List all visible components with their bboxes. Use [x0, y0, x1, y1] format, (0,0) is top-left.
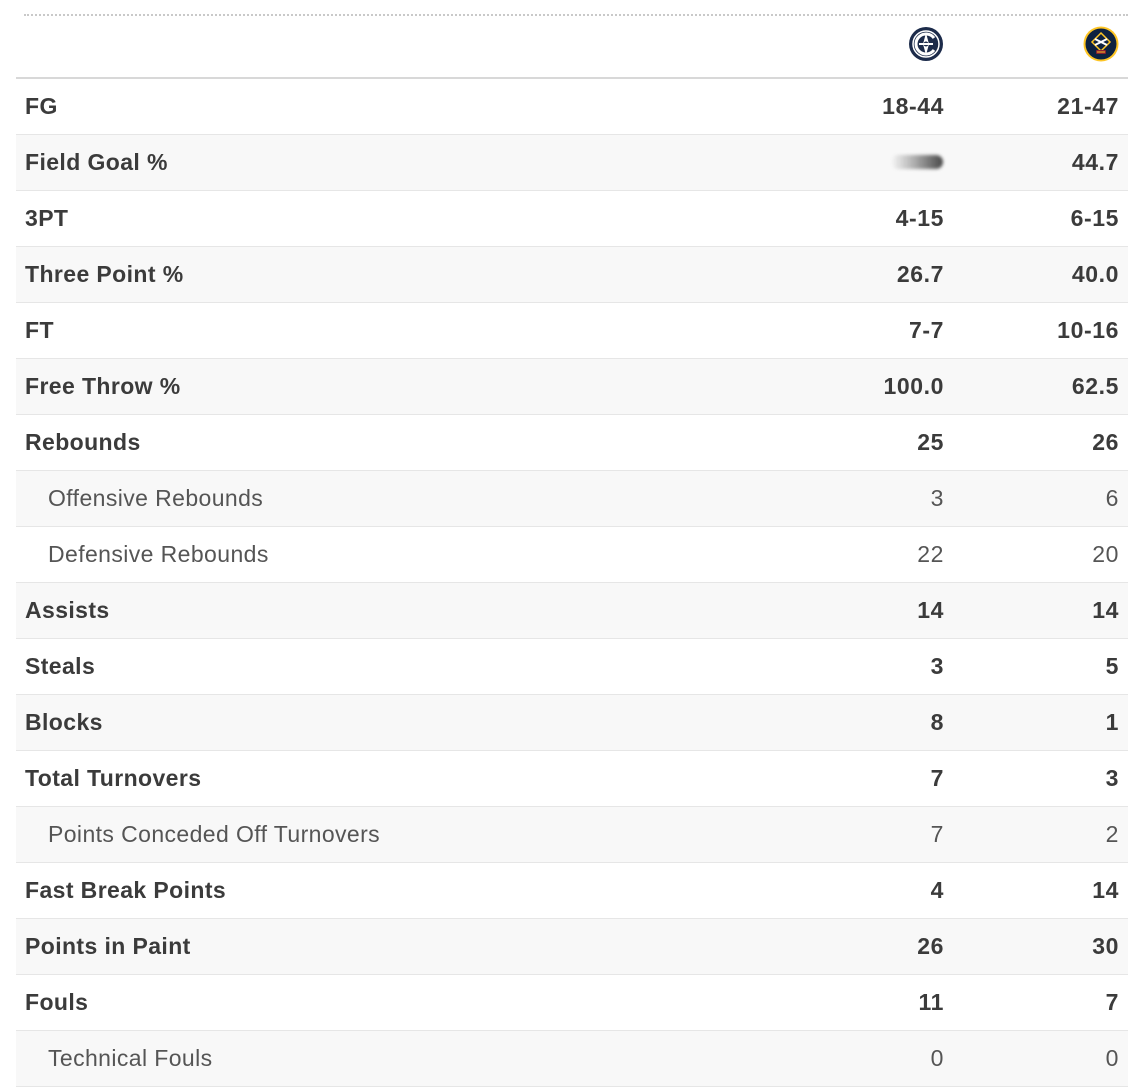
- stat-label: Fouls: [25, 989, 89, 1015]
- away-value: 3: [1105, 765, 1119, 791]
- top-divider: [24, 14, 1128, 16]
- home-value: 7: [930, 821, 944, 847]
- table-row: Free Throw % 100.0 62.5: [16, 359, 1128, 415]
- table-row: 3PT 4-15 6-15: [16, 191, 1128, 247]
- away-value: 7: [1105, 989, 1119, 1015]
- stat-label: FT: [25, 317, 54, 343]
- stat-label: Fast Break Points: [25, 877, 227, 903]
- home-value: 7: [930, 765, 944, 791]
- home-value: 3: [930, 485, 944, 511]
- stat-label: Total Turnovers: [25, 765, 202, 791]
- away-value: 6: [1105, 485, 1119, 511]
- table-header: [16, 16, 1128, 79]
- stat-label: Points Conceded Off Turnovers: [48, 821, 381, 847]
- table-row: Three Point % 26.7 40.0: [16, 247, 1128, 303]
- away-value: 2: [1105, 821, 1119, 847]
- home-value: 26.7: [896, 261, 944, 287]
- table-row: Points in Paint 26 30: [16, 919, 1128, 975]
- obscured-value: [891, 155, 943, 169]
- away-value: 1: [1105, 709, 1119, 735]
- away-value: 30: [1092, 933, 1119, 959]
- table-row: Total Turnovers 7 3: [16, 751, 1128, 807]
- table-row: Assists 14 14: [16, 583, 1128, 639]
- home-value: 8: [930, 709, 944, 735]
- stat-label: Three Point %: [25, 261, 184, 287]
- home-value: 3: [930, 653, 944, 679]
- table-row: FT 7-7 10-16: [16, 303, 1128, 359]
- away-value: 20: [1092, 541, 1119, 567]
- stat-label: Offensive Rebounds: [48, 485, 264, 511]
- stat-label: Steals: [25, 653, 96, 679]
- home-value: 4-15: [895, 205, 944, 231]
- home-value: 26: [917, 933, 944, 959]
- table-row: Points Conceded Off Turnovers 7 2: [16, 807, 1128, 863]
- stat-label: FG: [25, 93, 58, 119]
- table-row: Field Goal % 44.7: [16, 135, 1128, 191]
- home-value: 7-7: [908, 317, 944, 343]
- away-value: 14: [1092, 597, 1119, 623]
- home-value: 14: [917, 597, 944, 623]
- team-logo-navy-compass-icon[interactable]: [908, 26, 944, 62]
- table-row: Rebounds 25 26: [16, 415, 1128, 471]
- away-value: 5: [1105, 653, 1119, 679]
- home-value: 22: [917, 541, 944, 567]
- stats-rows: FG 18-44 21-47 Field Goal % 44.7 3PT 4-15 6-15 T…: [16, 79, 1128, 1087]
- stat-label: Assists: [25, 597, 110, 623]
- table-row: Blocks 8 1: [16, 695, 1128, 751]
- stat-label: Defensive Rebounds: [48, 541, 269, 567]
- away-value: 0: [1105, 1045, 1119, 1071]
- team-logo-pickaxe-icon[interactable]: [1083, 26, 1119, 62]
- stat-label: Rebounds: [25, 429, 141, 455]
- home-value: 25: [917, 429, 944, 455]
- table-row: Offensive Rebounds 3 6: [16, 471, 1128, 527]
- home-value: 18-44: [882, 93, 944, 119]
- table-row: Technical Fouls 0 0: [16, 1031, 1128, 1087]
- away-value: 26: [1092, 429, 1119, 455]
- stat-label: Blocks: [25, 709, 103, 735]
- table-row: FG 18-44 21-47: [16, 79, 1128, 135]
- stat-label: Free Throw %: [25, 373, 181, 399]
- team-stats-table: FG 18-44 21-47 Field Goal % 44.7 3PT 4-15 6-15 T…: [16, 16, 1128, 1087]
- table-row: Fast Break Points 4 14: [16, 863, 1128, 919]
- away-value: 10-16: [1057, 317, 1119, 343]
- away-value: 14: [1092, 877, 1119, 903]
- away-value: 40.0: [1071, 261, 1119, 287]
- table-row: Fouls 11 7: [16, 975, 1128, 1031]
- table-row: Steals 3 5: [16, 639, 1128, 695]
- stat-label: 3PT: [25, 205, 69, 231]
- stat-label: Points in Paint: [25, 933, 191, 959]
- away-value: 21-47: [1057, 93, 1119, 119]
- home-value: 100.0: [883, 373, 944, 399]
- table-row: Defensive Rebounds 22 20: [16, 527, 1128, 583]
- home-value: 0: [930, 1045, 944, 1071]
- stat-label: Field Goal %: [25, 149, 168, 175]
- away-value: 62.5: [1071, 373, 1119, 399]
- home-value: 4: [930, 877, 944, 903]
- away-value: 6-15: [1070, 205, 1119, 231]
- stat-label: Technical Fouls: [48, 1045, 213, 1071]
- away-value: 44.7: [1071, 149, 1119, 175]
- home-value: 11: [918, 989, 944, 1015]
